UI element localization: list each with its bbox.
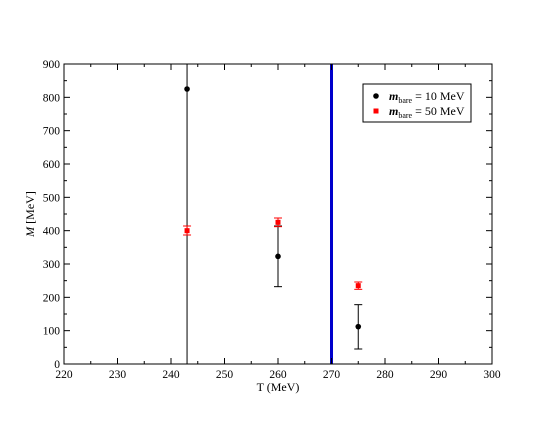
legend-label: mbare = 10 MeV — [389, 89, 465, 105]
y-axis: 0 100 200 300 400 500 600 700 800 900 — [43, 59, 492, 371]
data-point — [355, 323, 362, 330]
data-point — [275, 253, 281, 260]
y-tick-label: 600 — [43, 159, 61, 171]
series-2 — [183, 217, 363, 290]
data-point — [184, 86, 190, 92]
y-tick-label: 500 — [43, 192, 61, 204]
y-tick-label: 900 — [43, 59, 61, 71]
y-tick-label: 800 — [43, 92, 61, 104]
y-tick-label: 0 — [54, 359, 60, 371]
y-tick-label: 700 — [43, 126, 61, 138]
x-tick-label: 260 — [269, 369, 287, 381]
x-tick-label: 240 — [162, 369, 180, 381]
data-point — [275, 219, 281, 225]
legend-marker — [373, 93, 379, 99]
x-axis: 220 230 240 250 260 270 280 290 300 — [55, 64, 501, 381]
y-tick-label: 300 — [43, 259, 61, 271]
legend-label: mbare = 50 MeV — [389, 104, 465, 120]
plot-marks — [183, 64, 363, 364]
data-point — [355, 283, 361, 289]
x-tick-label: 230 — [109, 369, 127, 381]
legend-box — [362, 83, 472, 123]
data-point — [184, 228, 190, 234]
y-axis-label: M [MeV] — [23, 191, 37, 238]
x-tick-label: 300 — [483, 369, 501, 381]
y-tick-label: 200 — [43, 292, 61, 304]
y-tick-label: 400 — [43, 226, 61, 238]
series-1 — [184, 64, 363, 364]
x-tick-label: 220 — [55, 369, 73, 381]
y-tick-label: 100 — [43, 326, 61, 338]
x-axis-label: T (MeV) — [257, 380, 300, 394]
legend-marker — [373, 108, 379, 114]
x-tick-label: 250 — [216, 369, 234, 381]
x-tick-label: 280 — [376, 369, 394, 381]
x-tick-label: 290 — [430, 369, 448, 381]
x-tick-label: 270 — [323, 369, 341, 381]
